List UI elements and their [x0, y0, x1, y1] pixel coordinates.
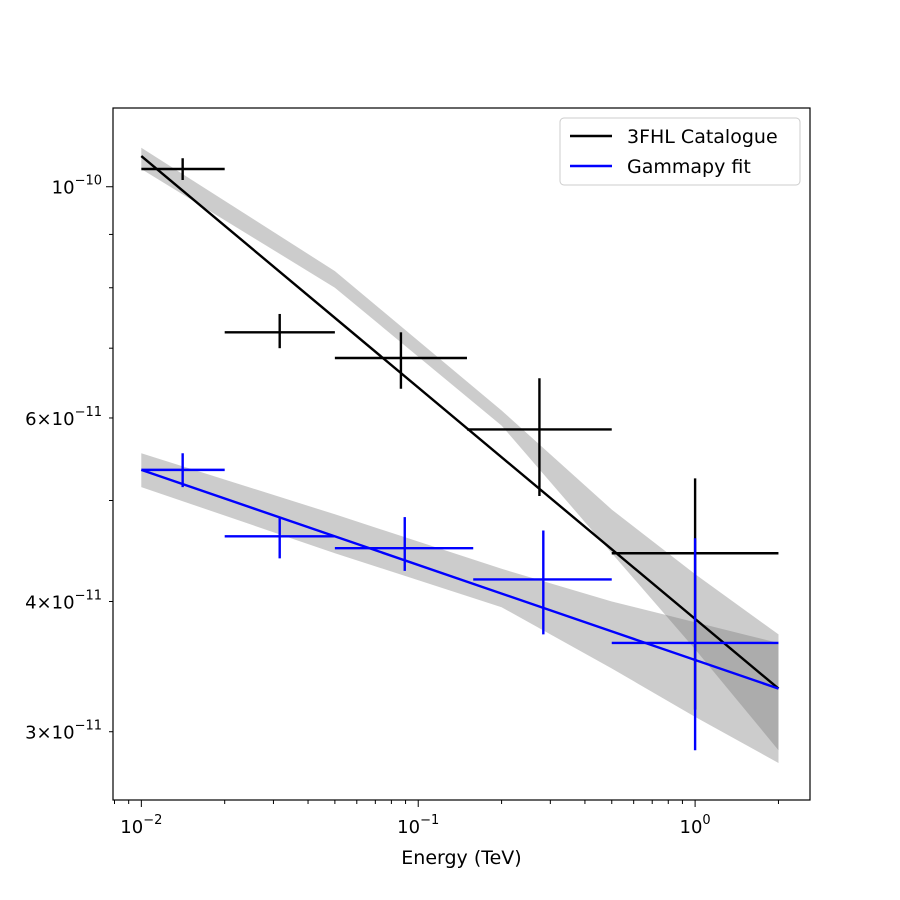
y-axis: 10−10 6×10−11 4×10−11 3×10−11 — [25, 174, 113, 744]
legend-label-gammapy: Gammapy fit — [627, 156, 751, 178]
flux-point-3fhl — [224, 313, 335, 349]
legend: 3FHL Catalogue Gammapy fit — [559, 117, 801, 186]
y-tick-label: 10−10 — [52, 174, 102, 199]
flux-point-3fhl — [466, 378, 612, 496]
y-tick-label: 4×10−11 — [25, 589, 102, 614]
band-gammapy — [141, 453, 779, 763]
confidence-bands — [141, 147, 779, 763]
legend-box — [559, 117, 801, 186]
x-axis: 10−2 10−1 100 — [114, 800, 779, 838]
x-tick-label: 10−2 — [120, 813, 162, 838]
legend-label-3fhl: 3FHL Catalogue — [627, 126, 778, 148]
model-lines — [140, 155, 780, 690]
flux-point-gammapy — [224, 517, 335, 559]
flux-point-gammapy — [141, 453, 225, 488]
flux-point-3fhl — [141, 158, 225, 181]
flux-point-gammapy — [334, 517, 474, 571]
plot-frame — [112, 107, 811, 801]
x-axis-label: Energy (TeV) — [401, 847, 521, 869]
y-tick-label: 3×10−11 — [25, 719, 102, 744]
flux-points — [141, 158, 779, 751]
x-tick-label: 100 — [680, 813, 711, 838]
y-tick-label: 6×10−11 — [25, 405, 102, 430]
flux-point-gammapy — [611, 538, 779, 751]
x-tick-label: 10−1 — [397, 813, 439, 838]
flux-point-3fhl — [334, 332, 467, 389]
model-line-3fhl — [140, 155, 780, 690]
flux-point-gammapy — [473, 530, 612, 635]
model-line-gammapy — [140, 468, 779, 690]
